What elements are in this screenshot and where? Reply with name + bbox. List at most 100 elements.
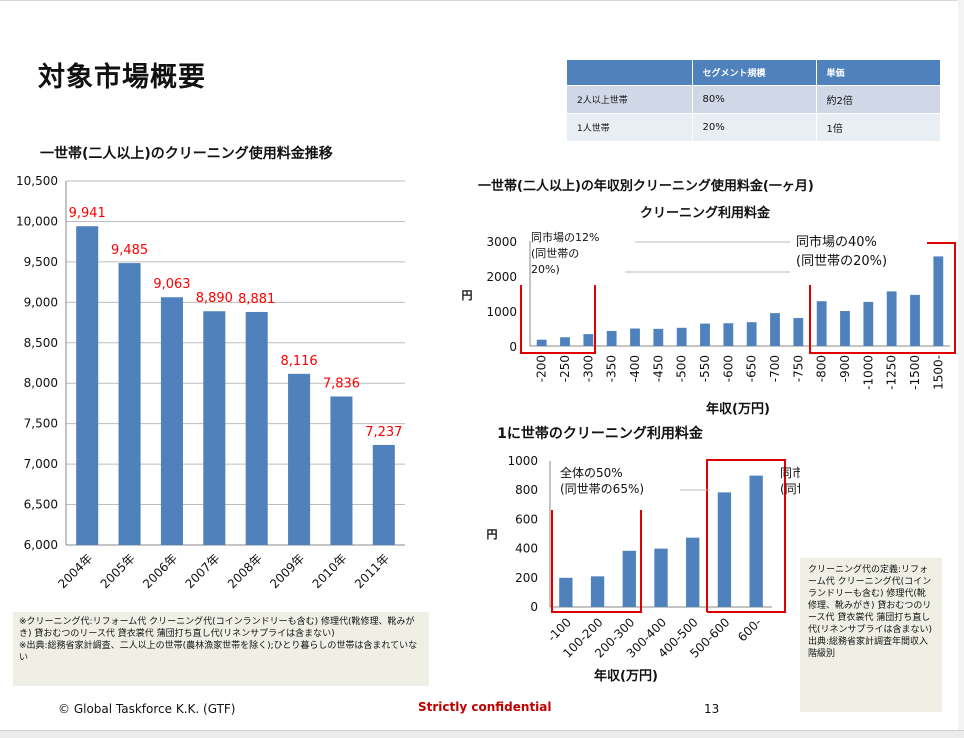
y-tick-label: 2000 — [486, 270, 517, 284]
annotation-right-line: (同世帯の20%) — [796, 254, 887, 269]
y-tick-label: 800 — [515, 483, 538, 497]
bar — [654, 548, 668, 607]
table-cell: 1倍 — [816, 112, 941, 141]
x-tick-label: -300 — [581, 355, 595, 382]
annotation-right-line: (同世帯の11%) — [780, 482, 800, 496]
table-cell: 1人世帯 — [567, 112, 693, 141]
x-tick-label: -900 — [838, 355, 852, 382]
x-tick-label: 600- — [735, 615, 764, 644]
bar — [749, 475, 763, 607]
x-tick-label: -650 — [745, 355, 759, 382]
annotation-right-line: 同市場の40% — [796, 234, 877, 250]
table-cell: 20% — [692, 112, 817, 141]
bar — [118, 263, 141, 545]
slide-title: 対象市場概要 — [38, 62, 206, 93]
chart2-y-label: 円 — [462, 289, 473, 302]
segment-header-cell — [567, 60, 693, 85]
y-tick-label: 0 — [509, 340, 517, 354]
y-tick-label: 7,500 — [24, 417, 58, 431]
segment-header-cell: セグメント規模 — [692, 60, 817, 85]
y-tick-label: 600 — [515, 512, 538, 526]
chart2-heading: 一世帯(二人以上)の年収別クリーニング使用料金(一ヶ月) — [478, 179, 814, 194]
annotation-left-line: 20%) — [531, 263, 560, 276]
data-label: 9,485 — [111, 243, 148, 258]
table-row: 1人世帯 20% 1倍 — [567, 112, 941, 141]
x-tick-label: -550 — [698, 355, 712, 382]
bar — [723, 323, 734, 346]
table-cell: 約2倍 — [816, 84, 941, 113]
segment-table-header: セグメント規模 単価 — [567, 60, 941, 85]
bar — [203, 311, 226, 545]
highlight-box-left — [520, 285, 596, 354]
y-tick-label: 9,500 — [24, 255, 58, 269]
chart3-single-household: 1に世帯のクリーニング利用料金円02004006008001000-100100… — [487, 425, 801, 684]
right-edge — [958, 0, 964, 730]
y-tick-label: 8,500 — [24, 336, 58, 350]
chart3-title: 1に世帯のクリーニング利用料金 — [497, 425, 704, 442]
chart3-definition-note: クリーニング代の定義:リフォーム代 クリーニング代(コインランドリーも含む) 修… — [800, 558, 942, 712]
data-label: 8,116 — [280, 354, 317, 369]
bar — [590, 576, 605, 607]
bar — [863, 301, 874, 346]
y-tick-label: 400 — [515, 542, 538, 556]
y-tick-label: 1000 — [507, 454, 538, 468]
x-tick-label: 1500- — [931, 355, 945, 390]
bar — [770, 313, 780, 346]
x-tick-label: -800 — [815, 355, 829, 382]
x-tick-label: -450 — [651, 355, 665, 382]
y-tick-label: 6,000 — [24, 538, 58, 552]
bar — [700, 323, 710, 346]
bottom-scroll-bar[interactable] — [0, 730, 964, 738]
x-tick-label: 2011年 — [352, 551, 392, 591]
chart2-x-label: 年収(万円) — [706, 401, 770, 417]
bar — [840, 311, 850, 346]
annotation-left-line: (同世帯の65%) — [560, 482, 644, 496]
bar — [372, 444, 395, 545]
y-tick-label: 6,500 — [24, 498, 58, 512]
bar — [583, 334, 594, 346]
bar — [245, 311, 268, 545]
chart2-title: クリーニング利用料金 — [640, 205, 771, 221]
bar — [560, 337, 570, 346]
data-label: 9,941 — [69, 206, 106, 221]
bar — [886, 291, 897, 346]
x-tick-label: 2007年 — [182, 551, 222, 591]
bar — [160, 297, 183, 545]
x-tick-label: -350 — [605, 355, 619, 382]
highlight-box-left — [551, 510, 642, 613]
bar — [910, 294, 920, 346]
x-tick-label: -100 — [545, 615, 574, 644]
x-tick-label: 2010年 — [310, 551, 350, 591]
highlight-box-right — [706, 459, 786, 613]
x-tick-label: -400 — [628, 355, 642, 382]
x-tick-label: 2008年 — [225, 551, 265, 591]
bar — [330, 396, 353, 545]
data-label: 7,237 — [365, 425, 402, 440]
y-tick-label: 200 — [515, 571, 538, 585]
x-tick-label: -750 — [791, 355, 805, 382]
bar — [746, 322, 757, 346]
bar — [76, 226, 99, 545]
y-tick-label: 1000 — [486, 305, 517, 319]
annotation-left-line: 全体の50% — [560, 465, 623, 480]
x-tick-label: 2009年 — [267, 551, 307, 591]
table-cell: 80% — [692, 84, 817, 113]
chart1-title: 一世帯(二人以上)のクリーニング使用料金推移 — [40, 146, 333, 162]
footer-copyright: © Global Taskforce K.K. (GTF) — [58, 702, 236, 716]
segment-header-cell: 単価 — [816, 60, 941, 85]
bar — [288, 373, 311, 545]
x-tick-label: 2004年 — [55, 551, 95, 591]
x-tick-label: -200 — [535, 355, 549, 382]
x-tick-label: -1000 — [861, 355, 875, 390]
x-tick-label: -500 — [675, 355, 689, 382]
x-tick-label: -250 — [558, 355, 572, 382]
bar — [630, 328, 640, 346]
y-tick-label: 7,000 — [24, 457, 58, 471]
chart1-footnote: ※クリーニング代:リフォーム代 クリーニング代(コインランドリーも含む) 修理代… — [13, 612, 429, 686]
annotation-left-line: 同市場の12% — [531, 230, 599, 244]
bar — [793, 318, 804, 346]
segment-table: セグメント規模 単価 2人以上世帯 80% 約2倍 1人世帯 20% 1倍 — [567, 60, 941, 141]
top-border — [0, 0, 964, 1]
